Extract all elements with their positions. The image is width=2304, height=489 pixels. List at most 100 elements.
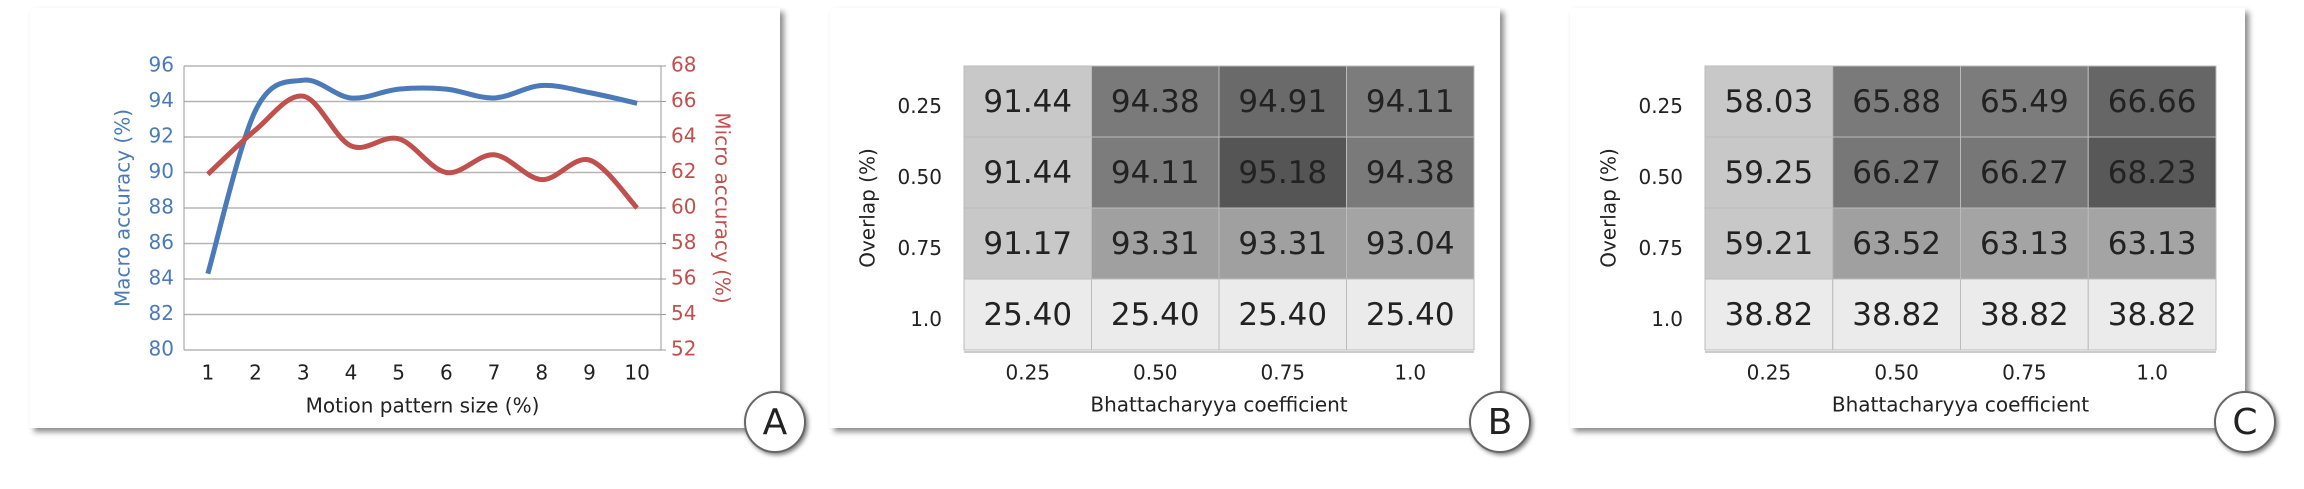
series-line xyxy=(205,77,638,275)
x-tick-label: 7 xyxy=(488,361,501,385)
panel-badge xyxy=(2214,391,2276,453)
heatmap-cell xyxy=(1218,136,1347,209)
heatmap-cell xyxy=(1346,207,1475,280)
cell-label: 68.23 xyxy=(2108,155,2197,191)
heatmap-cell xyxy=(1704,136,1834,209)
cell-label: 65.88 xyxy=(1852,84,1941,120)
heatmap-cell xyxy=(1346,65,1475,138)
cell-label: 25.40 xyxy=(1111,297,1200,333)
y2-tick-label: 52 xyxy=(671,337,696,361)
cell-label: 93.31 xyxy=(1238,226,1327,262)
panel-a xyxy=(30,8,780,428)
y-tick-label: 1.0 xyxy=(1651,307,1683,331)
heatmap-cell xyxy=(963,65,1092,138)
heatmap-cell xyxy=(2087,136,2217,209)
x-tick-label: 5 xyxy=(392,361,405,385)
x-tick-label: 4 xyxy=(345,361,358,385)
y2-tick-label: 58 xyxy=(671,230,696,254)
cell-label: 63.52 xyxy=(1852,226,1941,262)
cell-label: 59.25 xyxy=(1725,155,1814,191)
x-tick-label: 10 xyxy=(624,361,649,385)
heatmap-cell xyxy=(1704,65,1834,138)
y-tick-label: 0.50 xyxy=(897,165,942,189)
cell-label: 38.82 xyxy=(2108,297,2197,333)
cell-label: 38.82 xyxy=(1980,297,2069,333)
x-tick-label: 1.0 xyxy=(1394,361,1426,385)
cell-label: 66.27 xyxy=(1852,155,1941,191)
cell-label: 38.82 xyxy=(1725,297,1814,333)
cell-label: 63.13 xyxy=(1980,226,2069,262)
cell-label: 93.04 xyxy=(1366,226,1455,262)
panel-label: B xyxy=(1488,402,1513,443)
y-tick-label: 86 xyxy=(149,230,174,254)
panel-badge xyxy=(744,391,806,453)
heatmap-cell xyxy=(1960,207,2089,280)
x-tick-label: 0.75 xyxy=(2002,361,2047,385)
heatmap-cell xyxy=(1832,65,1961,138)
cell-label: 94.91 xyxy=(1238,84,1327,120)
cell-label: 59.21 xyxy=(1725,226,1814,262)
x-tick-label: 1 xyxy=(201,361,214,385)
panel-label: A xyxy=(763,402,788,443)
y-tick-label: 1.0 xyxy=(910,307,942,331)
x-tick-label: 0.25 xyxy=(1747,361,1792,385)
cell-label: 94.11 xyxy=(1366,84,1455,120)
series-line xyxy=(206,93,639,210)
panel-badge xyxy=(1469,391,1531,453)
y-tick-label: 92 xyxy=(149,124,174,148)
heatmap-cell xyxy=(1832,278,1961,351)
panel-label: C xyxy=(2232,402,2257,443)
cell-label: 25.40 xyxy=(1366,297,1455,333)
heatmap-cell xyxy=(963,278,1092,351)
cell-label: 63.13 xyxy=(2108,226,2197,262)
x-tick-label: 6 xyxy=(440,361,453,385)
y-tick-label: 96 xyxy=(149,53,174,77)
y2-tick-label: 64 xyxy=(671,124,696,148)
heatmap-cell xyxy=(2087,207,2217,280)
y-tick-label: 0.25 xyxy=(1638,94,1683,118)
cell-label: 94.38 xyxy=(1111,84,1200,120)
cell-label: 95.18 xyxy=(1238,155,1327,191)
y-tick-label: 84 xyxy=(149,266,174,290)
y-tick-label: 0.25 xyxy=(897,94,942,118)
y2-tick-label: 54 xyxy=(671,301,696,325)
y-tick-label: 82 xyxy=(149,301,174,325)
y-axis-title: Overlap (%) xyxy=(1597,148,1621,268)
heatmap-cell xyxy=(1218,278,1347,351)
x-axis-title: Bhattacharyya coefficient xyxy=(1832,393,2089,417)
cell-label: 25.40 xyxy=(983,297,1072,333)
x-tick-label: 1.0 xyxy=(2136,361,2168,385)
cell-label: 58.03 xyxy=(1725,84,1814,120)
y-tick-label: 0.75 xyxy=(897,236,942,260)
x-tick-label: 3 xyxy=(297,361,310,385)
heatmap-cell xyxy=(1704,278,1834,351)
y-tick-label: 80 xyxy=(149,337,174,361)
x-tick-label: 0.50 xyxy=(1133,361,1178,385)
cell-label: 94.11 xyxy=(1111,155,1200,191)
heatmap-cell xyxy=(963,136,1092,209)
x-axis-title: Bhattacharyya coefficient xyxy=(1090,393,1347,417)
x-tick-label: 0.50 xyxy=(1874,361,1919,385)
cell-label: 65.49 xyxy=(1980,84,2069,120)
y-axis-title: Macro accuracy (%) xyxy=(111,109,135,307)
cell-label: 66.27 xyxy=(1980,155,2069,191)
y-tick-label: 94 xyxy=(149,88,174,112)
y-axis-title: Overlap (%) xyxy=(856,148,880,268)
y2-tick-label: 66 xyxy=(671,88,696,112)
x-tick-label: 0.25 xyxy=(1005,361,1050,385)
heatmap-cell xyxy=(1091,207,1220,280)
heatmap-cell xyxy=(963,207,1092,280)
heatmap-cell xyxy=(1832,207,1961,280)
y-tick-label: 0.50 xyxy=(1638,165,1683,189)
x-axis-title: Motion pattern size (%) xyxy=(306,394,540,418)
heatmap-cell xyxy=(1346,278,1475,351)
y-tick-label: 88 xyxy=(149,195,174,219)
cell-label: 91.44 xyxy=(983,155,1072,191)
heatmap-cell xyxy=(1960,278,2089,351)
heatmap-cell xyxy=(1346,136,1475,209)
cell-label: 91.17 xyxy=(983,226,1072,262)
x-tick-label: 8 xyxy=(535,361,548,385)
heatmap-cell xyxy=(2087,278,2217,351)
cell-label: 66.66 xyxy=(2108,84,2197,120)
